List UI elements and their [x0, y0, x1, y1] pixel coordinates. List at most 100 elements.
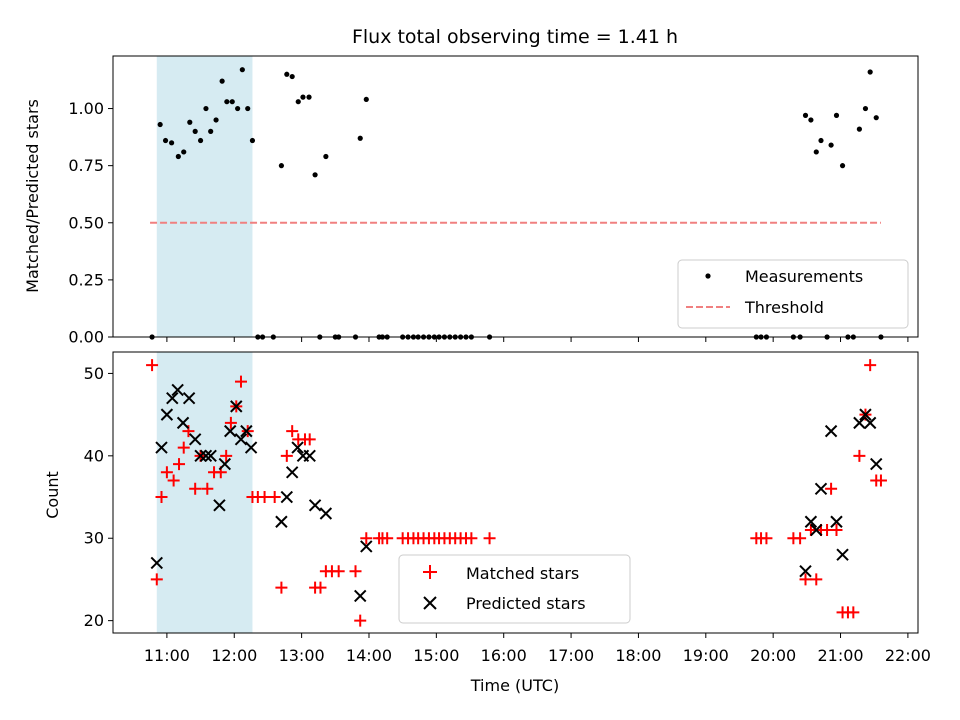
matched-star-point — [314, 581, 327, 594]
matched-star-point — [189, 482, 202, 495]
measurement-point — [224, 99, 230, 105]
legend-predicted-label: Predicted stars — [466, 594, 586, 613]
measurement-point — [323, 153, 329, 160]
y-tick-label: 0.75 — [68, 156, 104, 175]
measurement-point — [245, 105, 251, 112]
x-tick-label: 22:00 — [885, 646, 931, 665]
count-legend-box — [398, 554, 631, 624]
matched-star-point — [173, 458, 186, 471]
observing-window-shade-top — [156, 56, 253, 337]
ratio-panel-axes: 0.00 0.25 0.50 0.75 1.00 — [68, 99, 909, 347]
predicted-star-point — [836, 548, 849, 561]
measurement-point — [208, 128, 214, 134]
count-panel-axes: 20 30 40 50 11:00 12:00 13:00 14:00 15:00 16:00 17… — [84, 364, 931, 665]
matched-star-point — [280, 449, 293, 462]
predicted-star-point — [308, 499, 322, 512]
x-tick-label: 11:00 — [144, 646, 190, 665]
ratio-legend-box — [677, 259, 909, 329]
matched-star-point — [258, 491, 271, 504]
matched-star-point — [864, 359, 877, 372]
matched-star-point — [381, 532, 394, 545]
predicted-star-point — [303, 449, 316, 463]
x-axis-label: Time (UTC) — [470, 676, 559, 695]
matched-star-point — [160, 466, 173, 479]
predicted-star-point — [240, 424, 253, 438]
measurement-point — [213, 117, 219, 123]
legend-matched-label: Matched stars — [466, 564, 579, 583]
matched-star-point — [465, 532, 478, 545]
predicted-star-point — [171, 383, 184, 397]
predicted-star-point — [188, 433, 202, 446]
matched-star-point — [360, 532, 373, 545]
measurement-point — [249, 137, 256, 144]
predicted-star-point — [285, 466, 299, 479]
measurement-point — [813, 149, 819, 155]
count-plot-marks — [146, 359, 887, 627]
predicted-star-point — [160, 408, 174, 421]
legend-measurements-marker — [705, 273, 711, 279]
predicted-star-point — [853, 416, 866, 430]
predicted-star-point — [234, 433, 248, 446]
y-tick-label: 50 — [84, 364, 104, 383]
measurement-point — [300, 94, 306, 100]
matched-star-point — [224, 416, 237, 429]
matched-star-point — [286, 425, 299, 438]
predicted-star-point — [275, 515, 288, 528]
matched-star-point — [268, 491, 281, 504]
predicted-star-point — [291, 441, 304, 454]
matched-star-point — [201, 482, 214, 495]
predicted-star-point — [830, 515, 843, 528]
matched-star-point — [874, 474, 887, 487]
predicted-star-point — [213, 499, 226, 512]
measurement-point — [239, 67, 245, 73]
observing-window-rect — [156, 352, 253, 633]
measurement-point — [818, 137, 824, 144]
count-panel-frame — [112, 351, 919, 634]
measurement-point — [802, 112, 809, 118]
measurement-point — [169, 140, 175, 146]
measurement-point — [862, 105, 869, 112]
matched-star-point — [275, 581, 288, 594]
matched-star-point — [303, 433, 316, 446]
count-panel: 20 30 40 50 11:00 12:00 13:00 14:00 15:00 16:00 17… — [84, 351, 931, 665]
measurement-point — [278, 163, 285, 169]
x-tick-label: 21:00 — [817, 646, 863, 665]
legend-measurements-label: Measurements — [745, 267, 863, 286]
measurement-point — [175, 153, 181, 160]
matched-star-point — [332, 565, 345, 578]
measurement-point — [181, 149, 187, 155]
matched-star-point — [234, 375, 247, 388]
predicted-star-point — [166, 391, 179, 405]
measurement-point — [808, 117, 814, 123]
y-tick-label: 40 — [84, 446, 104, 465]
x-tick-label: 14:00 — [346, 646, 392, 665]
matched-star-point — [483, 532, 496, 545]
measurement-point — [295, 99, 301, 105]
x-tick-label: 19:00 — [683, 646, 729, 665]
matched-star-point — [220, 449, 233, 462]
predicted-star-point — [199, 449, 213, 463]
measurement-point — [363, 96, 369, 103]
observing-window-shade-bottom — [156, 352, 253, 633]
predicted-star-point — [280, 490, 294, 504]
matched-star-point — [349, 565, 362, 578]
y-tick-label: 20 — [84, 611, 104, 630]
measurement-point — [157, 121, 163, 128]
x-tick-label: 16:00 — [481, 646, 527, 665]
matched-star-point — [825, 482, 838, 495]
matched-star-point — [810, 573, 823, 586]
predicted-star-point — [804, 515, 818, 528]
x-tick-label: 13:00 — [279, 646, 325, 665]
matched-star-point — [146, 359, 159, 372]
measurement-point — [229, 99, 235, 105]
measurement-point — [284, 71, 290, 77]
x-tick-label: 17:00 — [548, 646, 594, 665]
top-y-axis-label: Matched/Predicted stars — [23, 99, 42, 293]
measurement-point — [162, 137, 169, 144]
ratio-plot-marks — [149, 67, 884, 340]
measurement-point — [219, 78, 225, 84]
measurement-point — [203, 105, 209, 112]
measurement-point — [192, 128, 198, 134]
ratio-legend: Measurements Threshold — [677, 259, 909, 329]
